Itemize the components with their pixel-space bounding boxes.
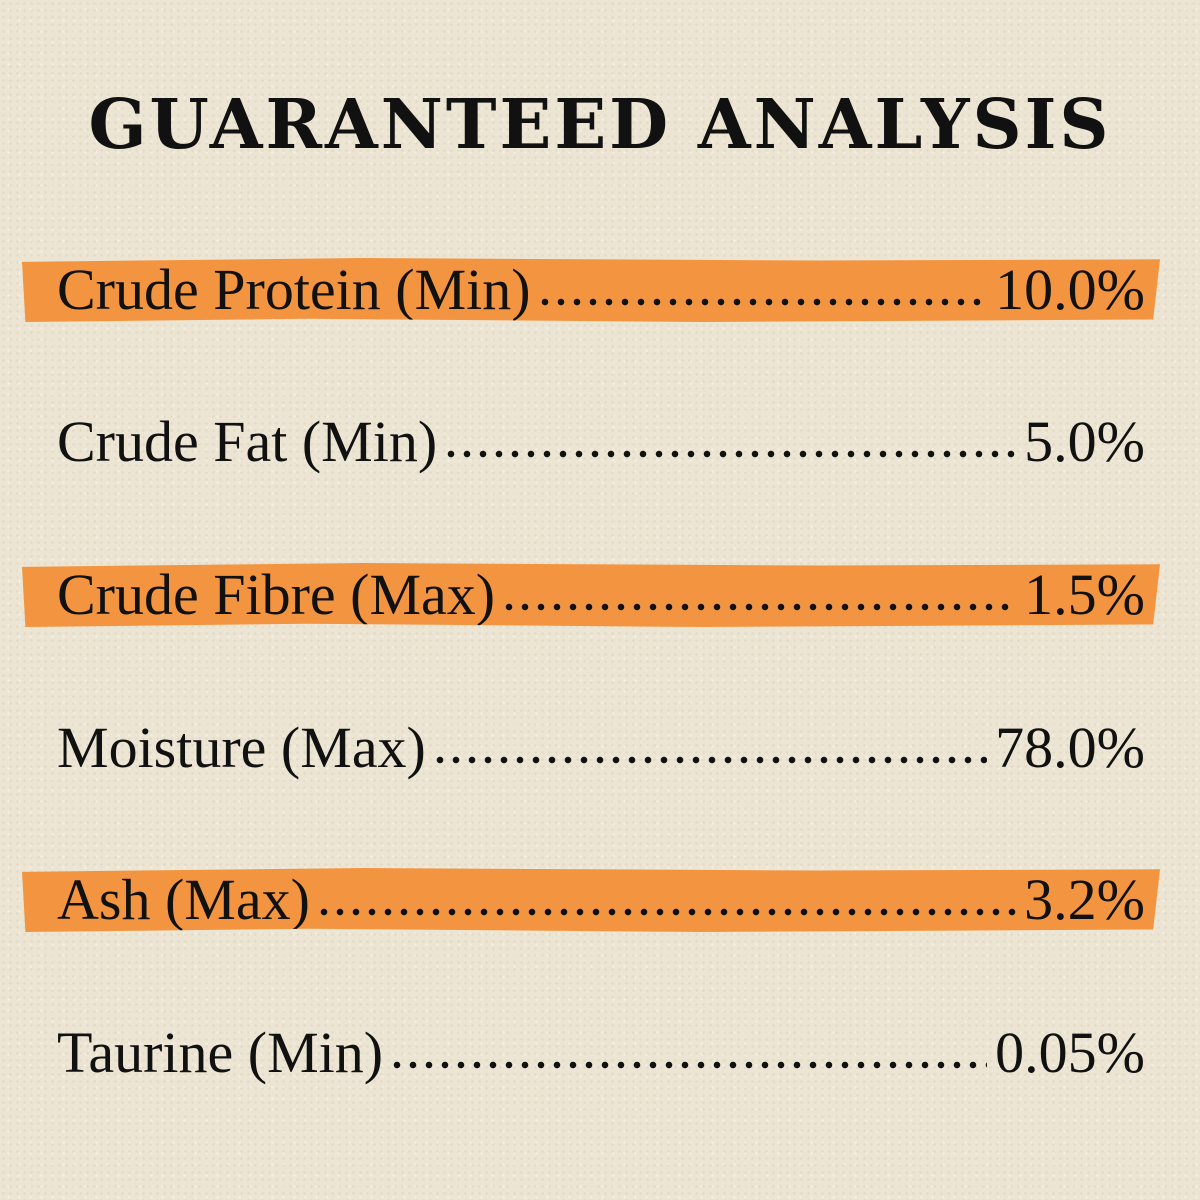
leader-dots [501, 603, 1017, 611]
row-value: 10.0% [995, 257, 1145, 322]
row-label: Ash (Max) [57, 867, 310, 932]
row-label: Crude Fibre (Max) [57, 562, 496, 627]
leader-dots [536, 298, 988, 306]
row-label: Taurine (Min) [57, 1020, 384, 1085]
title: GUARANTEED ANALYSIS [88, 85, 1112, 165]
row: Ash (Max) 3.2% [22, 868, 1160, 932]
row-value: 3.2% [1024, 867, 1145, 932]
row-value: 5.0% [1024, 409, 1145, 474]
leader-dots [431, 756, 988, 764]
row-label: Moisture (Max) [57, 715, 426, 780]
leader-dots [389, 1061, 988, 1069]
row-value: 1.5% [1024, 562, 1145, 627]
row: Crude Fat (Min) 5.0% [22, 410, 1160, 474]
leader-dots [315, 908, 1017, 916]
row: Crude Fibre (Max) 1.5% [22, 563, 1160, 627]
row-label: Crude Protein (Min) [57, 257, 531, 322]
row-value: 0.05% [995, 1020, 1145, 1085]
row: Moisture (Max) 78.0% [22, 716, 1160, 780]
leader-dots [443, 450, 1017, 458]
row-label: Crude Fat (Min) [57, 409, 438, 474]
row: Crude Protein (Min) 10.0% [22, 258, 1160, 322]
row-value: 78.0% [995, 715, 1145, 780]
row: Taurine (Min) 0.05% [22, 1021, 1160, 1085]
